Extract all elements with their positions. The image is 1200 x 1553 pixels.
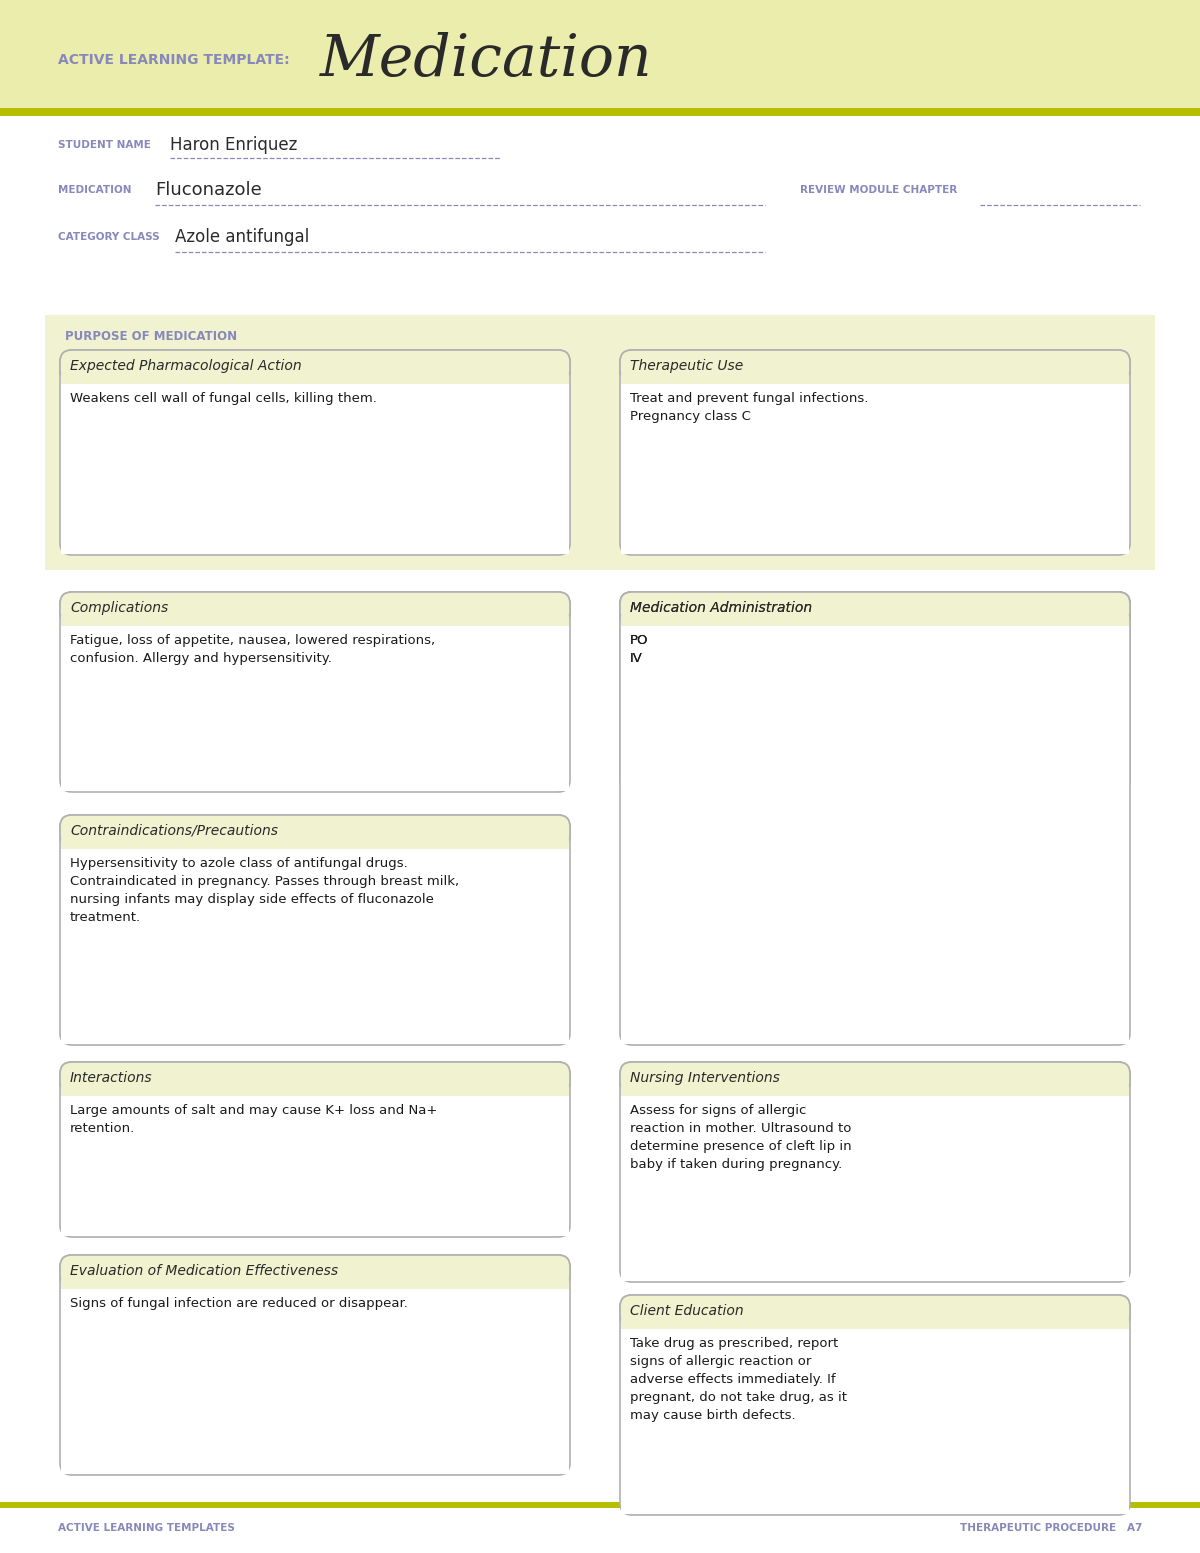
Bar: [61, 839, 569, 849]
Text: THERAPEUTIC PROCEDURE   A7: THERAPEUTIC PROCEDURE A7: [960, 1523, 1142, 1533]
Bar: [61, 1086, 569, 1096]
Text: Interactions: Interactions: [70, 1072, 152, 1086]
Text: REVIEW MODULE CHAPTER: REVIEW MODULE CHAPTER: [800, 185, 958, 196]
Text: Assess for signs of allergic
reaction in mother. Ultrasound to
determine presenc: Assess for signs of allergic reaction in…: [630, 1104, 852, 1171]
Text: PURPOSE OF MEDICATION: PURPOSE OF MEDICATION: [65, 331, 238, 343]
FancyBboxPatch shape: [60, 1062, 570, 1238]
Text: Fatigue, loss of appetite, nausea, lowered respirations,
confusion. Allergy and : Fatigue, loss of appetite, nausea, lower…: [70, 634, 436, 665]
Bar: [0, 109, 1200, 116]
FancyBboxPatch shape: [60, 815, 570, 1045]
FancyBboxPatch shape: [620, 1295, 1130, 1516]
Bar: [61, 382, 569, 554]
Text: Hypersensitivity to azole class of antifungal drugs.
Contraindicated in pregnanc: Hypersensitivity to azole class of antif…: [70, 857, 460, 924]
Text: Therapeutic Use: Therapeutic Use: [630, 359, 743, 373]
FancyBboxPatch shape: [620, 592, 1130, 624]
Text: PO
IV: PO IV: [630, 634, 648, 665]
Bar: [61, 374, 569, 384]
Bar: [0, 1502, 1200, 1508]
Bar: [622, 624, 1129, 790]
FancyBboxPatch shape: [60, 1062, 570, 1093]
FancyBboxPatch shape: [60, 592, 570, 792]
Text: Medication Administration: Medication Administration: [630, 601, 812, 615]
Bar: [61, 846, 569, 1044]
FancyBboxPatch shape: [60, 592, 570, 624]
FancyBboxPatch shape: [60, 349, 570, 554]
Text: Expected Pharmacological Action: Expected Pharmacological Action: [70, 359, 301, 373]
FancyBboxPatch shape: [60, 815, 570, 846]
Text: Complications: Complications: [70, 601, 168, 615]
Bar: [622, 617, 1129, 626]
Text: MEDICATION: MEDICATION: [58, 185, 132, 196]
FancyBboxPatch shape: [620, 1295, 1130, 1326]
FancyBboxPatch shape: [620, 349, 1130, 382]
Bar: [0, 0, 1200, 115]
Bar: [622, 374, 1129, 384]
FancyBboxPatch shape: [60, 1255, 570, 1287]
Text: STUDENT NAME: STUDENT NAME: [58, 140, 151, 151]
Text: Medication Administration: Medication Administration: [630, 601, 812, 615]
Bar: [622, 382, 1129, 554]
Text: Medication: Medication: [320, 31, 653, 89]
Text: Weakens cell wall of fungal cells, killing them.: Weakens cell wall of fungal cells, killi…: [70, 391, 377, 405]
FancyBboxPatch shape: [620, 1062, 1130, 1281]
Bar: [61, 617, 569, 626]
Text: Large amounts of salt and may cause K+ loss and Na+
retention.: Large amounts of salt and may cause K+ l…: [70, 1104, 437, 1135]
Bar: [61, 1280, 569, 1289]
Text: Take drug as prescribed, report
signs of allergic reaction or
adverse effects im: Take drug as prescribed, report signs of…: [630, 1337, 847, 1423]
Bar: [622, 617, 1129, 626]
Text: ACTIVE LEARNING TEMPLATES: ACTIVE LEARNING TEMPLATES: [58, 1523, 235, 1533]
Text: Fluconazole: Fluconazole: [155, 182, 262, 199]
Bar: [622, 624, 1129, 1044]
FancyBboxPatch shape: [620, 592, 1130, 1045]
FancyBboxPatch shape: [60, 1255, 570, 1475]
FancyBboxPatch shape: [620, 592, 1130, 792]
Bar: [622, 1326, 1129, 1514]
FancyBboxPatch shape: [620, 349, 1130, 554]
Text: Nursing Interventions: Nursing Interventions: [630, 1072, 780, 1086]
Bar: [61, 624, 569, 790]
Text: Azole antifungal: Azole antifungal: [175, 228, 310, 245]
Text: Contraindications/Precautions: Contraindications/Precautions: [70, 825, 278, 839]
Bar: [622, 1093, 1129, 1281]
Text: CATEGORY CLASS: CATEGORY CLASS: [58, 231, 160, 242]
Text: ACTIVE LEARNING TEMPLATE:: ACTIVE LEARNING TEMPLATE:: [58, 53, 289, 67]
Text: PO
IV: PO IV: [630, 634, 648, 665]
FancyBboxPatch shape: [620, 592, 1130, 624]
Bar: [622, 1318, 1129, 1329]
Text: Evaluation of Medication Effectiveness: Evaluation of Medication Effectiveness: [70, 1264, 338, 1278]
Bar: [46, 315, 1154, 570]
Text: Treat and prevent fungal infections.
Pregnancy class C: Treat and prevent fungal infections. Pre…: [630, 391, 869, 422]
Text: Client Education: Client Education: [630, 1305, 744, 1318]
FancyBboxPatch shape: [620, 1062, 1130, 1093]
FancyBboxPatch shape: [60, 349, 570, 382]
Bar: [61, 1287, 569, 1474]
Text: Haron Enriquez: Haron Enriquez: [170, 137, 298, 154]
Text: Signs of fungal infection are reduced or disappear.: Signs of fungal infection are reduced or…: [70, 1297, 408, 1311]
Bar: [622, 1086, 1129, 1096]
Bar: [61, 1093, 569, 1236]
